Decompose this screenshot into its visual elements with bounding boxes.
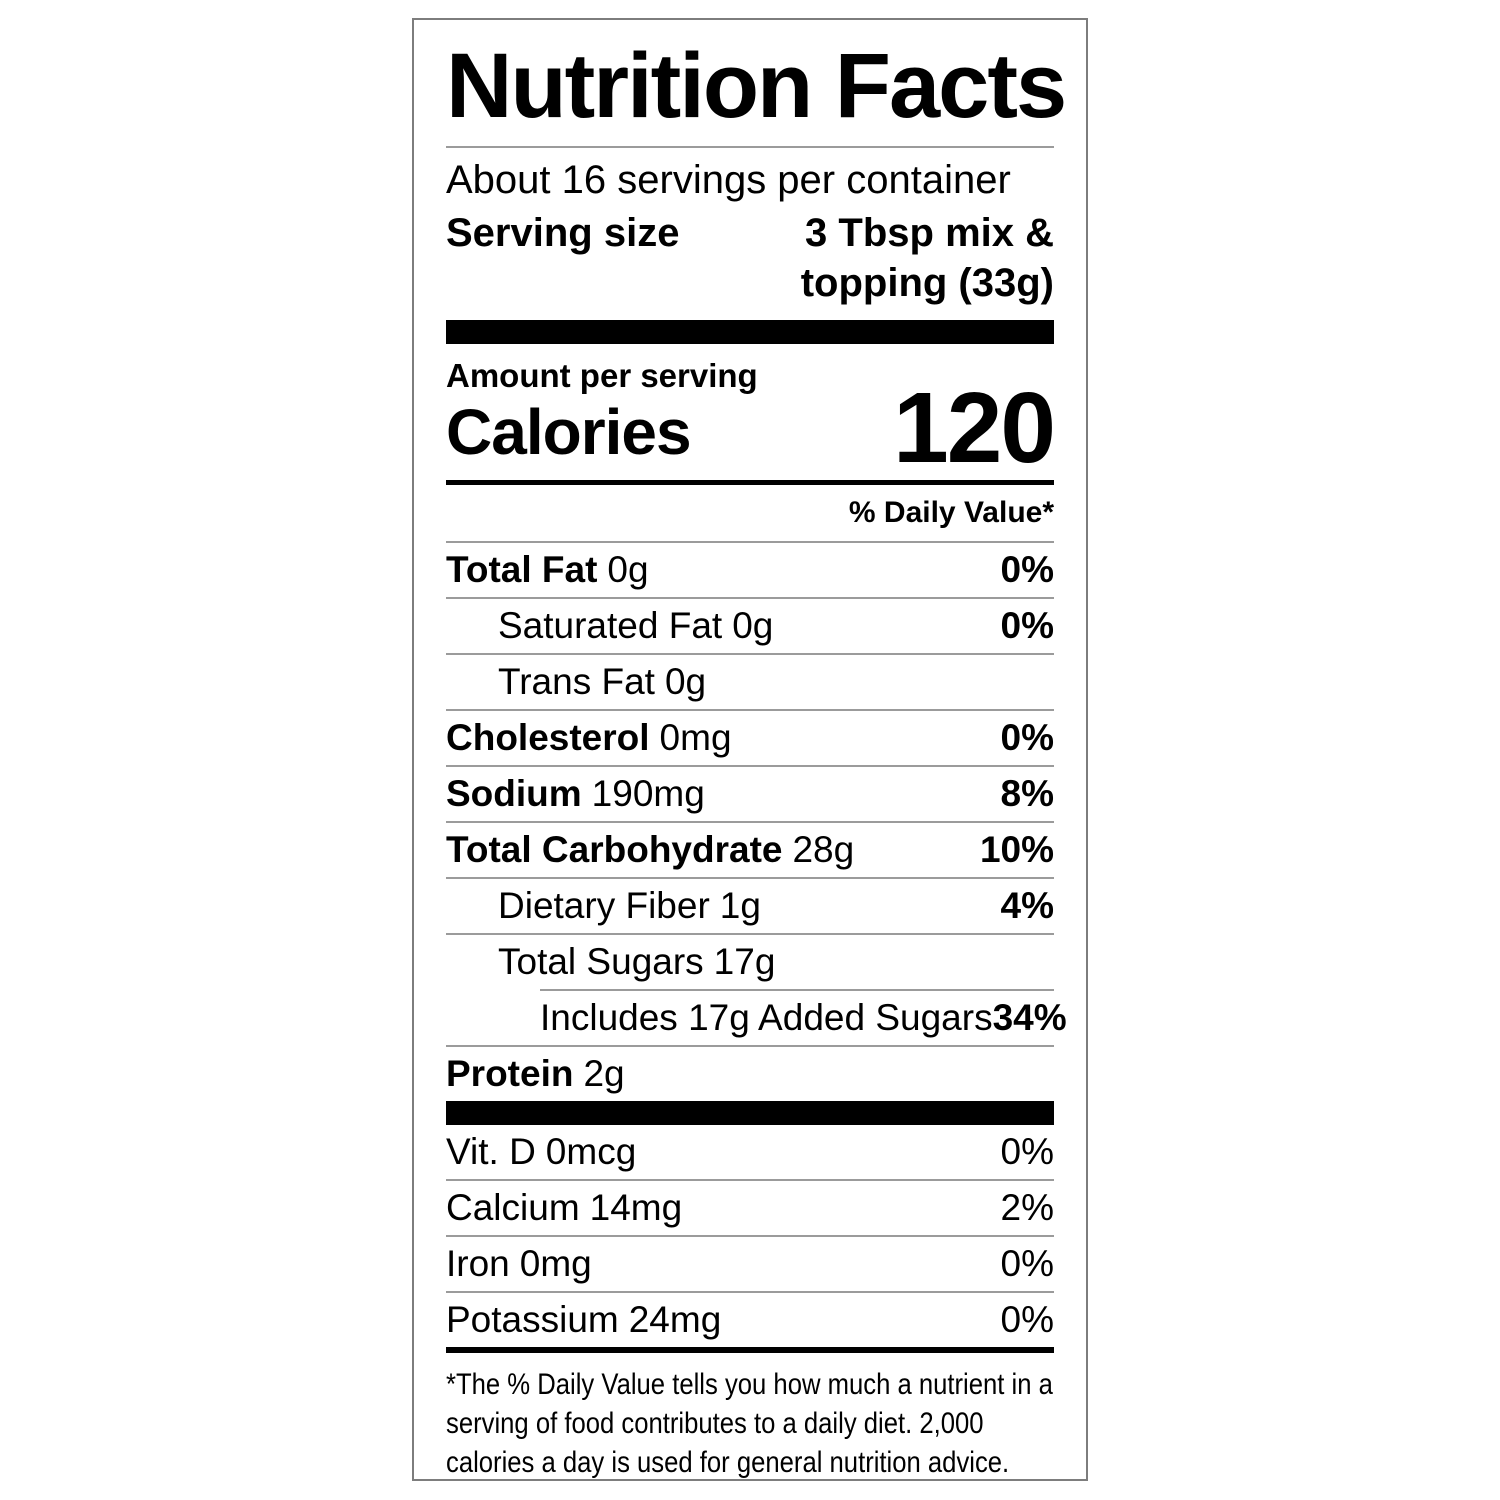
- calories-divider: [446, 479, 1054, 485]
- nutrient-text: Sodium 190mg: [446, 775, 705, 812]
- nutrient-name: Iron: [446, 1242, 510, 1284]
- nutrient-row-saturated-fat: Saturated Fat 0g 0%: [446, 599, 1054, 653]
- nutrient-name: Saturated Fat: [498, 604, 723, 646]
- nutrient-name: Potassium: [446, 1298, 619, 1340]
- nutrient-text: Calcium 14mg: [446, 1189, 682, 1226]
- nutrient-dv: 2%: [1000, 1186, 1054, 1228]
- divider: [446, 1234, 1054, 1237]
- nutrient-dv: 0%: [1000, 1298, 1054, 1340]
- nutrient-text: Total Fat 0g: [446, 551, 649, 588]
- nutrient-text: Dietary Fiber 1g: [498, 887, 761, 924]
- nutrition-facts-label: Nutrition Facts About 16 servings per co…: [412, 18, 1088, 1481]
- calories-label: Calories: [446, 395, 692, 468]
- divider: [446, 708, 1054, 711]
- nutrient-text: Total Carbohydrate 28g: [446, 831, 854, 868]
- nutrient-name: Total Sugars: [498, 940, 704, 982]
- nutrient-name: Protein: [446, 1052, 574, 1094]
- divider: [446, 1290, 1054, 1293]
- servings-per-container: About 16 servings per container: [446, 157, 1011, 202]
- serving-size-value: 3 Tbsp mix & topping (33g): [800, 210, 1054, 305]
- amount-per-serving-label: Amount per serving: [446, 356, 758, 394]
- serving-size-row: Serving size 3 Tbsp mix & topping (33g): [446, 208, 1054, 308]
- nutrient-amount: 17g: [713, 940, 776, 982]
- nutrient-dv: 8%: [1000, 772, 1054, 814]
- nutrient-text: Trans Fat 0g: [498, 663, 706, 700]
- micronutrient-row-vitamin-d: Vit. D 0mcg 0%: [446, 1125, 1054, 1179]
- micronutrient-row-iron: Iron 0mg 0%: [446, 1237, 1054, 1291]
- nutrient-name: Sodium: [446, 772, 582, 814]
- title-divider: [446, 145, 1054, 148]
- nutrient-name: Trans Fat: [498, 660, 655, 702]
- nutrient-amount: 0g: [732, 604, 774, 646]
- daily-value-header: % Daily Value*: [848, 495, 1054, 529]
- nutrient-text: Iron 0mg: [446, 1245, 592, 1282]
- nutrient-name: Dietary Fiber: [498, 884, 710, 926]
- nutrient-amount: 24mg: [628, 1298, 722, 1340]
- nutrient-amount: 14mg: [589, 1186, 683, 1228]
- nutrient-amount: 0g: [607, 548, 649, 590]
- divider-indented: [540, 988, 1054, 991]
- nutrient-dv: 10%: [979, 828, 1054, 870]
- nutrient-amount: 0mg: [659, 716, 732, 758]
- divider: [446, 1178, 1054, 1181]
- nutrient-name: Cholesterol: [446, 716, 650, 758]
- daily-value-footnote: *The % Daily Value tells you how much a …: [446, 1367, 1053, 1479]
- divider: [446, 820, 1054, 823]
- nutrient-name: Total Fat: [446, 548, 598, 590]
- nutrient-row-cholesterol: Cholesterol 0mg 0%: [446, 711, 1054, 765]
- nutrient-amount: 28g: [792, 828, 855, 870]
- nutrient-name: Vit. D: [446, 1130, 536, 1172]
- nutrient-amount: 0g: [664, 660, 707, 702]
- nutrient-amount: 1g: [719, 884, 761, 926]
- nutrient-dv: 0%: [1000, 604, 1054, 646]
- nutrient-name: Includes 17g Added Sugars: [540, 996, 993, 1038]
- nutrient-row-dietary-fiber: Dietary Fiber 1g 4%: [446, 879, 1054, 933]
- nutrient-dv: 4%: [1000, 884, 1054, 926]
- divider: [446, 876, 1054, 879]
- divider: [446, 652, 1054, 655]
- nutrient-row-total-fat: Total Fat 0g 0%: [446, 543, 1054, 597]
- nutrient-dv: 0%: [1000, 716, 1054, 758]
- nutrient-text: Saturated Fat 0g: [498, 607, 773, 644]
- nutrient-dv: 34%: [992, 996, 1067, 1038]
- divider: [446, 1044, 1054, 1047]
- nutrient-name: Total Carbohydrate: [446, 828, 783, 870]
- nutrient-row-added-sugars: Includes 17g Added Sugars 34%: [446, 991, 1067, 1045]
- nutrient-text: Protein 2g: [446, 1055, 625, 1092]
- micronutrient-row-potassium: Potassium 24mg 0%: [446, 1293, 1054, 1347]
- nutrient-text: Vit. D 0mcg: [446, 1133, 636, 1170]
- label-title: Nutrition Facts: [446, 35, 1067, 137]
- nutrient-text: Cholesterol 0mg: [446, 719, 732, 756]
- section-bar-bottom: [446, 1100, 1054, 1125]
- nutrient-name: Calcium: [446, 1186, 580, 1228]
- nutrient-text: Total Sugars 17g: [498, 943, 775, 980]
- nutrient-row-trans-fat: Trans Fat 0g: [446, 655, 1054, 709]
- nutrient-dv: 0%: [1000, 548, 1054, 590]
- nutrient-row-sodium: Sodium 190mg 8%: [446, 767, 1054, 821]
- nutrient-row-protein: Protein 2g: [446, 1047, 1054, 1101]
- micronutrient-row-calcium: Calcium 14mg 2%: [446, 1181, 1054, 1235]
- divider: [446, 932, 1054, 935]
- section-bar-top: [446, 319, 1054, 344]
- nutrient-amount: 2g: [583, 1052, 625, 1094]
- calories-value: 120: [893, 371, 1056, 484]
- nutrient-text: Includes 17g Added Sugars: [540, 999, 993, 1036]
- serving-size-label: Serving size: [446, 210, 680, 255]
- nutrient-amount: 190mg: [591, 772, 705, 814]
- calories-block: Amount per serving Calories 120: [446, 356, 1056, 484]
- divider: [446, 540, 1054, 543]
- nutrient-dv: 0%: [1000, 1130, 1054, 1172]
- nutrient-row-total-carbohydrate: Total Carbohydrate 28g 10%: [446, 823, 1054, 877]
- divider: [446, 596, 1054, 599]
- nutrient-amount: 0mcg: [545, 1130, 637, 1172]
- nutrient-amount: 0mg: [519, 1242, 592, 1284]
- nutrient-row-total-sugars: Total Sugars 17g: [446, 935, 1054, 989]
- nutrient-text: Potassium 24mg: [446, 1301, 721, 1338]
- footnote-divider: [446, 1346, 1054, 1353]
- divider: [446, 764, 1054, 767]
- nutrient-dv: 0%: [1000, 1242, 1054, 1284]
